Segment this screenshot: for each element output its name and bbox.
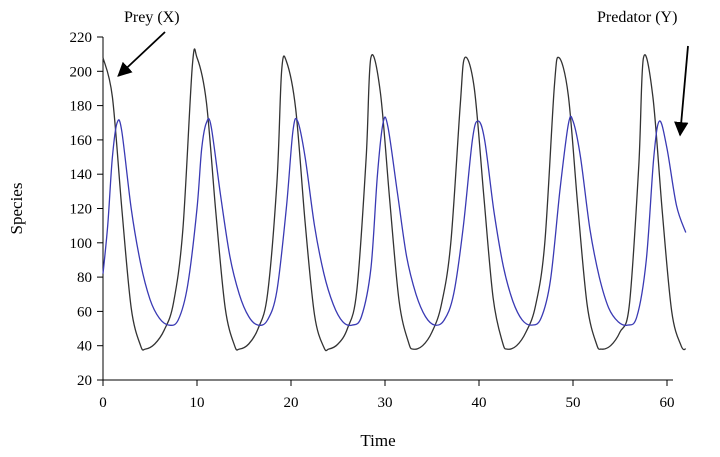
y-axis: 20 40 60 80 100 120 140 160 180 200 220 [70, 30, 104, 389]
x-axis: 0 10 20 30 40 50 60 [99, 379, 675, 411]
predator-annotation-label: Predator (Y) [597, 9, 677, 26]
y-tick-label: 180 [70, 99, 93, 115]
y-tick-label: 40 [77, 339, 92, 355]
y-tick-label: 100 [70, 236, 93, 252]
y-tick-label: 200 [70, 64, 93, 80]
x-tick-label: 50 [566, 395, 581, 411]
series-layer [102, 48, 687, 352]
annotation-layer: Prey (X) Predator (Y) [117, 9, 689, 137]
y-tick-label: 220 [70, 30, 93, 46]
prey-annotation-arrow [117, 31, 166, 77]
x-tick-label: 30 [378, 395, 393, 411]
predator-series-line [102, 115, 687, 327]
y-axis-label: Species [7, 183, 26, 235]
predator-annotation-arrow [674, 45, 689, 137]
y-tick-label: 160 [70, 133, 93, 149]
x-tick-label: 40 [472, 395, 487, 411]
x-tick-label: 10 [190, 395, 205, 411]
y-tick-label: 140 [70, 167, 93, 183]
prey-series-line [102, 48, 687, 352]
x-axis-label: Time [360, 431, 395, 450]
y-tick-label: 20 [77, 373, 92, 389]
x-tick-label: 0 [99, 395, 107, 411]
y-tick-label: 60 [77, 304, 92, 320]
y-tick-label: 80 [77, 270, 92, 286]
y-tick-label: 120 [70, 202, 93, 218]
prey-annotation-label: Prey (X) [124, 9, 180, 26]
x-tick-label: 60 [660, 395, 675, 411]
x-tick-label: 20 [284, 395, 299, 411]
